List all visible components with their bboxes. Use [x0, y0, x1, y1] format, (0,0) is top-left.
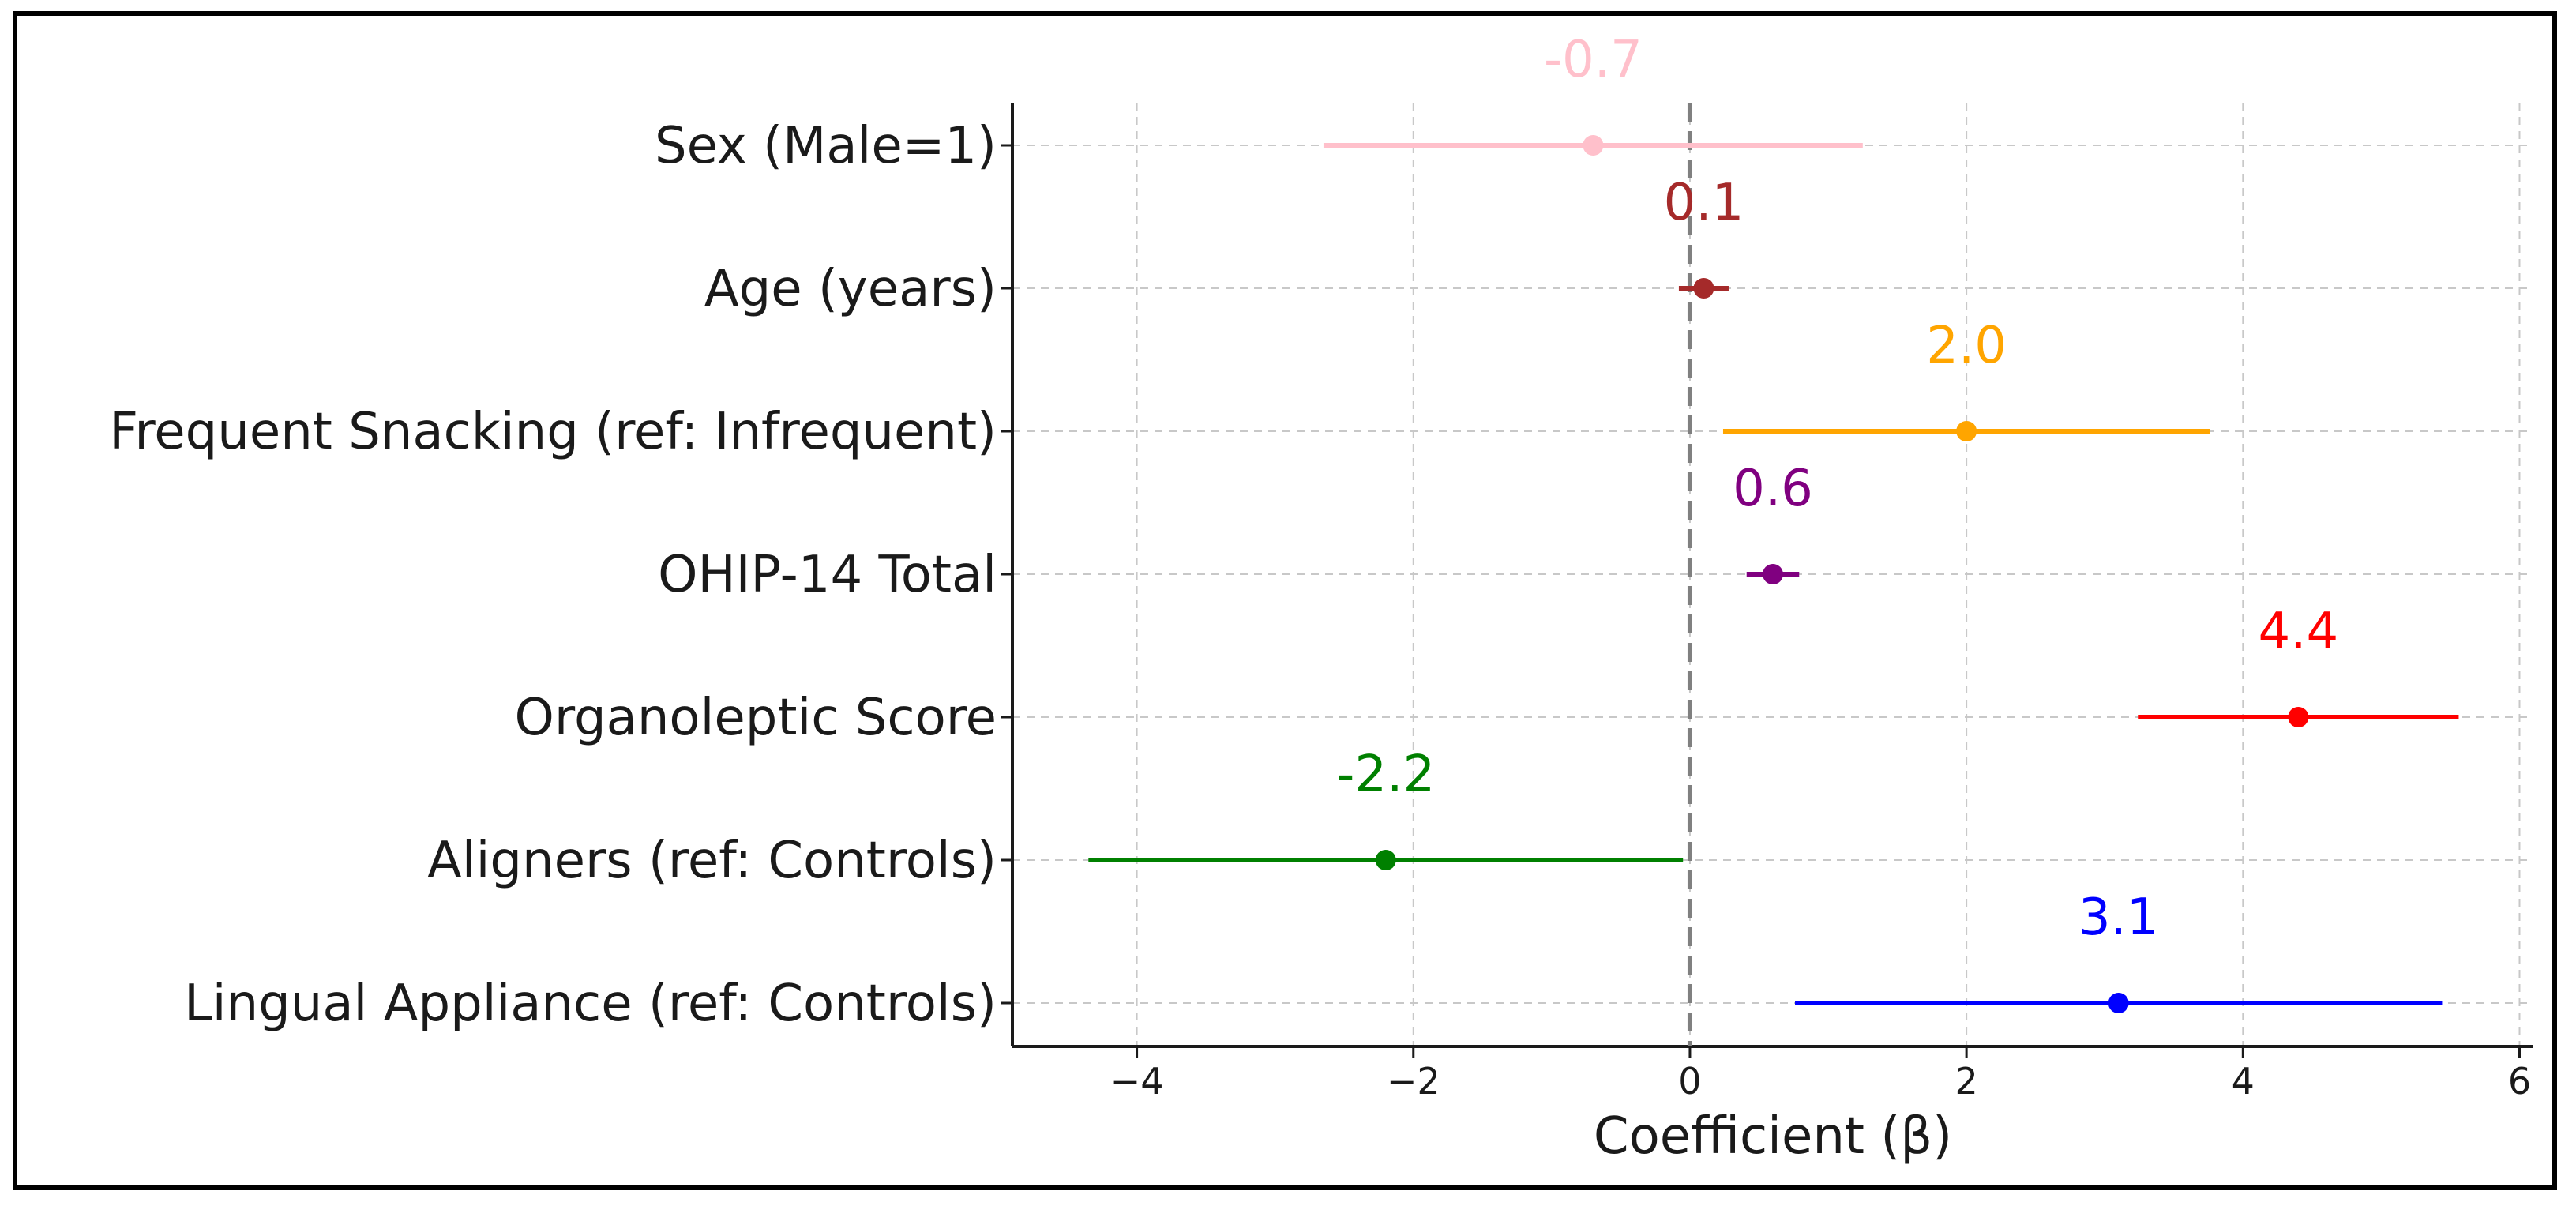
coefficient-row: Lingual Appliance (ref: Controls) 3.1 [184, 889, 2443, 1033]
x-tick-label: 6 [2508, 1060, 2531, 1103]
chart-frame [13, 11, 2557, 1190]
row-label: OHIP-14 Total [658, 546, 997, 604]
estimate-value-label: 0.1 [1664, 174, 1744, 232]
point-estimate-marker [1375, 850, 1396, 870]
point-estimate-marker [1956, 421, 1977, 441]
coefficient-row: Age (years) 0.1 [704, 174, 1744, 318]
estimate-value-label: -0.7 [1544, 31, 1643, 89]
point-estimate-marker [1693, 278, 1714, 299]
row-label: Sex (Male=1) [655, 117, 997, 175]
x-axis-title: Coefficient (β) [1594, 1107, 1952, 1166]
point-estimate-marker [1763, 564, 1783, 584]
coefficient-rows: Sex (Male=1) -0.7 Age (years) 0.1 Frequent S… [109, 31, 2459, 1033]
estimate-value-label: 0.6 [1733, 460, 1813, 518]
coefficient-row: Frequent Snacking (ref: Infrequent) 2.0 [109, 317, 2210, 461]
coefficient-row: OHIP-14 Total 0.6 [658, 460, 1813, 604]
row-label: Age (years) [704, 260, 997, 318]
row-label: Aligners (ref: Controls) [427, 832, 997, 890]
point-estimate-marker [1583, 135, 1604, 156]
row-label: Organoleptic Score [514, 689, 997, 747]
x-tick-label: 2 [1955, 1060, 1977, 1103]
coefficient-row: Aligners (ref: Controls) -2.2 [427, 746, 1684, 890]
x-tick-label: −4 [1110, 1060, 1164, 1103]
row-label: Frequent Snacking (ref: Infrequent) [109, 403, 997, 461]
estimate-value-label: 3.1 [2078, 889, 2159, 947]
x-tick-label: 4 [2232, 1060, 2255, 1103]
x-tick-label: −2 [1387, 1060, 1440, 1103]
estimate-value-label: -2.2 [1336, 746, 1435, 804]
estimate-value-label: 2.0 [1926, 317, 2007, 375]
coefficient-row: Sex (Male=1) -0.7 [655, 31, 1863, 175]
point-estimate-marker [2108, 993, 2129, 1013]
x-tick-label: 0 [1678, 1060, 1701, 1103]
coefficient-row: Organoleptic Score 4.4 [514, 603, 2459, 747]
point-estimate-marker [2288, 707, 2309, 727]
x-ticks: −4 −2 0 2 4 6 [1110, 1046, 2531, 1103]
row-label: Lingual Appliance (ref: Controls) [184, 975, 997, 1033]
estimate-value-label: 4.4 [2258, 603, 2338, 661]
